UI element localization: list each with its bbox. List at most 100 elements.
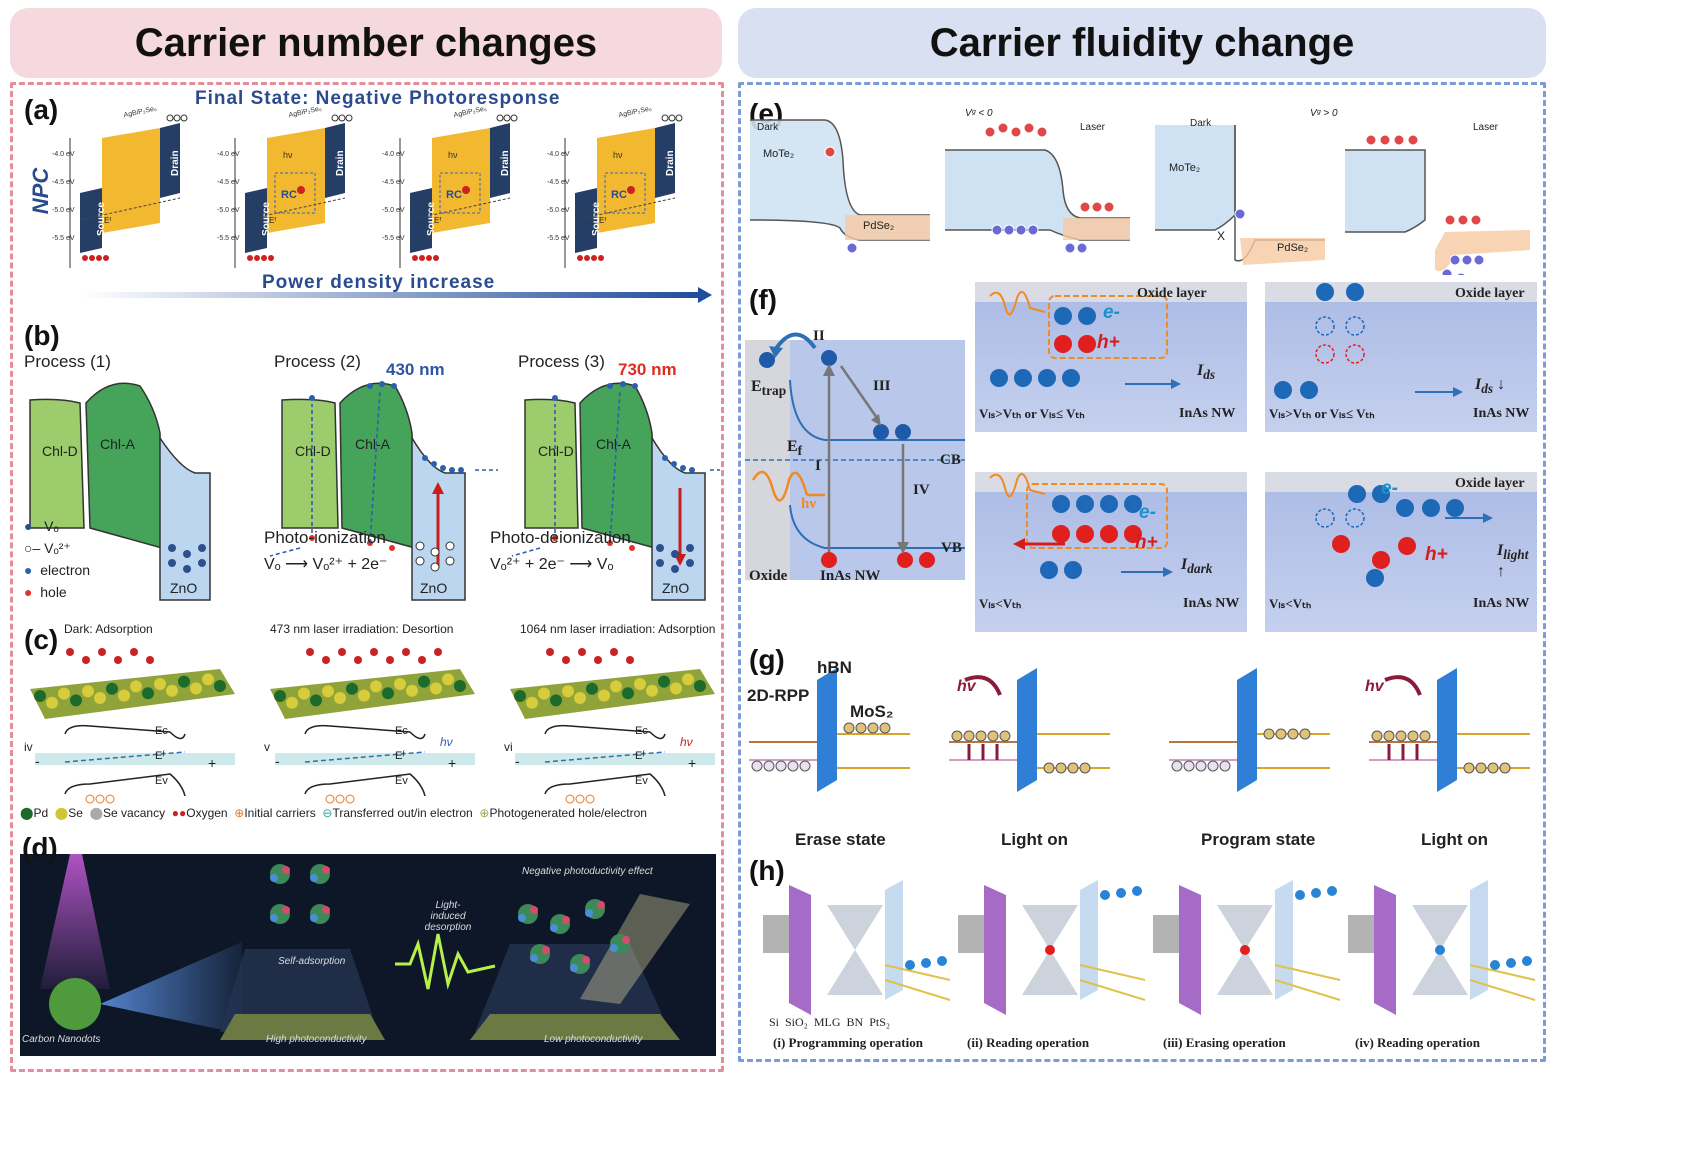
f-ids-1: Ids [1197, 362, 1215, 383]
ef-line [304, 751, 426, 763]
se-atom [610, 680, 622, 693]
pd-atom [142, 687, 154, 700]
f-ii: II [813, 328, 825, 344]
f-ef: Ef [787, 438, 802, 459]
power-label: Power density increase [262, 272, 496, 293]
chla-label-2: Chl-A [355, 436, 391, 452]
f-ids-2: Ids ↓ [1475, 376, 1506, 397]
oxygen-molecule [306, 648, 314, 656]
f-electron [1052, 495, 1070, 513]
device-1: -4.0 eV -4.5 eV -5.0 eV -5.5 eV Source Drain A… [52, 105, 188, 268]
f-empty-state [1345, 344, 1365, 364]
e-electron [1365, 134, 1377, 146]
g-carrier-right [1275, 728, 1287, 740]
process-1-label: Process (1) [24, 352, 111, 371]
e-hole [1003, 224, 1015, 236]
g-carrier-left [1171, 760, 1183, 772]
left-header: Carrier number changes [10, 8, 722, 78]
pts2-vb [1469, 979, 1536, 1001]
e-vg-neg: Vᵍ < 0 [965, 108, 993, 119]
ec-label: Eᴄ [635, 725, 648, 737]
f-hole [1332, 535, 1350, 553]
h-diagram-2 [958, 880, 1146, 1015]
high-photoconductivity: High photoconductivity [266, 1034, 367, 1045]
drain-carrier [338, 114, 346, 122]
mlg-cone [1022, 905, 1078, 995]
rc-label: RC [281, 189, 297, 201]
ev-line [64, 773, 186, 797]
f-inasnw-1: InAs NW [1179, 406, 1236, 421]
g-carrier-left [763, 760, 775, 772]
g-diagram-3 [1169, 668, 1330, 792]
molecule-atom [530, 954, 538, 962]
g-light-arrow [964, 675, 1002, 696]
energy-tick: -4.0 eV [217, 151, 240, 158]
f-electron [1316, 283, 1334, 301]
e-laser-1: Laser [1080, 122, 1106, 133]
oxygen-molecule [578, 648, 586, 656]
source-label: Source [591, 202, 602, 236]
g-carrier-right [1067, 762, 1079, 774]
oxygen-molecule [322, 656, 330, 664]
f-eminus-3: e- [1139, 502, 1156, 523]
bn-layer [885, 880, 903, 1000]
g-caption-4: Light on [1421, 830, 1489, 849]
se-atom [394, 678, 406, 690]
f-ids-2-i: I [1475, 376, 1482, 393]
f-empty-state [1315, 316, 1335, 336]
pts2-vb [1274, 979, 1341, 1001]
source-label: Source [261, 202, 272, 236]
e-electron [1091, 201, 1103, 213]
f-electron [1054, 307, 1072, 325]
f-i: I [815, 458, 821, 474]
g-hbn: hBN [817, 658, 852, 677]
pd-atom [34, 690, 46, 702]
drain-carrier [668, 114, 676, 122]
se-atom [442, 673, 454, 686]
f-electron [1014, 369, 1032, 387]
source-carrier [577, 255, 583, 261]
initial-carrier [335, 794, 345, 804]
f-cond-2: Vₗₛ>Vₜₕ or Vₗₛ≤ Vₜₕ [1269, 406, 1375, 421]
device-top-label: AgBiP₂Se₆ [453, 105, 487, 119]
ef-label: Eᶠ [395, 750, 405, 762]
f-hv: hν [801, 496, 817, 512]
pd-atom [178, 675, 190, 688]
g-carrier-left [1395, 730, 1407, 742]
g-carrier-left [963, 730, 975, 742]
f-etrap: Etrap [751, 378, 786, 399]
ef-line [64, 751, 186, 763]
se-atom [58, 687, 70, 700]
f-hole [1054, 335, 1072, 353]
g-carrier-left [1219, 760, 1231, 772]
h-materials: Si SiO₂ MLG BN PtS₂ [769, 1015, 891, 1029]
panel-a-diagrams: -4.0 eV -4.5 eV -5.0 eV -5.5 eV Source Drain A… [52, 105, 683, 268]
ef-label: Eᶠ [104, 216, 111, 225]
right-header: Carrier fluidity change [738, 8, 1546, 78]
h-electron [1490, 960, 1500, 970]
h-caption-3: (iii) Erasing operation [1163, 1035, 1286, 1050]
source-carrier [96, 255, 102, 261]
drain-label: Drain [335, 150, 346, 176]
g-carrier-right [867, 722, 879, 734]
ev-line [304, 773, 426, 797]
device-3: -4.0 eV -4.5 eV -5.0 eV -5.5 eV Source Drain A… [382, 105, 518, 268]
source-carrier [412, 255, 418, 261]
e-electron [1023, 122, 1035, 134]
f-electron [1300, 381, 1318, 399]
bn-layer [1275, 880, 1293, 1000]
legend-se: Se [68, 806, 83, 820]
g-carrier-right [879, 722, 891, 734]
initial-carrier [575, 794, 585, 804]
initial-carrier [565, 794, 575, 804]
oxygen-molecule [546, 648, 554, 656]
ef-label: Eᶠ [635, 750, 645, 762]
f-electron [1076, 495, 1094, 513]
drain-carrier [345, 114, 353, 122]
f-electron [1040, 561, 1058, 579]
se-atom [406, 684, 418, 697]
molecule-atom [282, 866, 290, 874]
g-carrier-left [1407, 730, 1419, 742]
panel-a: (a) Final State: Negative Photoresponse … [20, 88, 720, 310]
molecule-atom [282, 906, 290, 914]
